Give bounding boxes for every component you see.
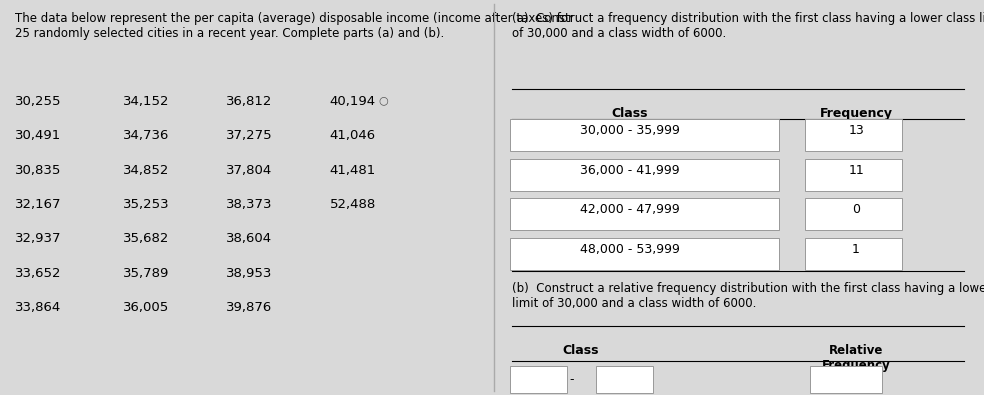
Text: 36,000 - 41,999: 36,000 - 41,999 [580,164,680,177]
Text: 35,789: 35,789 [123,267,169,280]
Text: 41,481: 41,481 [330,164,376,177]
Text: 30,255: 30,255 [15,95,61,108]
FancyBboxPatch shape [811,366,883,393]
Text: 13: 13 [848,124,864,137]
Text: Relative
Frequency: Relative Frequency [822,344,891,372]
Text: 30,000 - 35,999: 30,000 - 35,999 [580,124,680,137]
Text: ○: ○ [379,95,389,105]
Text: The data below represent the per capita (average) disposable income (income afte: The data below represent the per capita … [15,12,573,40]
Text: 38,953: 38,953 [226,267,273,280]
FancyBboxPatch shape [806,198,902,230]
Text: 11: 11 [848,164,864,177]
Text: 35,253: 35,253 [123,198,169,211]
Text: 36,005: 36,005 [123,301,169,314]
Text: 34,152: 34,152 [123,95,169,108]
Text: 30,491: 30,491 [15,129,61,142]
FancyBboxPatch shape [511,366,567,393]
FancyBboxPatch shape [511,119,779,151]
Text: 38,604: 38,604 [226,232,273,245]
Text: 33,864: 33,864 [15,301,61,314]
Text: -: - [570,373,575,386]
Text: 35,682: 35,682 [123,232,169,245]
Text: 34,852: 34,852 [123,164,169,177]
Text: 33,652: 33,652 [15,267,61,280]
Text: 0: 0 [852,203,860,216]
Text: 32,167: 32,167 [15,198,61,211]
Text: 34,736: 34,736 [123,129,169,142]
FancyBboxPatch shape [511,238,779,270]
Text: (b)  Construct a relative frequency distribution with the first class having a l: (b) Construct a relative frequency distr… [512,282,984,310]
FancyBboxPatch shape [511,159,779,191]
Text: 37,275: 37,275 [226,129,273,142]
Text: Class: Class [611,107,648,120]
Text: Frequency: Frequency [820,107,892,120]
Text: 32,937: 32,937 [15,232,61,245]
Text: Class: Class [562,344,599,357]
FancyBboxPatch shape [511,198,779,230]
Text: 36,812: 36,812 [226,95,273,108]
Text: 38,373: 38,373 [226,198,273,211]
FancyBboxPatch shape [596,366,653,393]
Text: 37,804: 37,804 [226,164,273,177]
Text: (a)  Construct a frequency distribution with the first class having a lower clas: (a) Construct a frequency distribution w… [512,12,984,40]
FancyBboxPatch shape [806,159,902,191]
Text: 41,046: 41,046 [330,129,376,142]
Text: 30,835: 30,835 [15,164,61,177]
Text: 40,194: 40,194 [330,95,376,108]
FancyBboxPatch shape [806,119,902,151]
Text: 52,488: 52,488 [330,198,376,211]
Text: 48,000 - 53,999: 48,000 - 53,999 [580,243,680,256]
Text: 39,876: 39,876 [226,301,273,314]
Text: 1: 1 [852,243,860,256]
Text: 42,000 - 47,999: 42,000 - 47,999 [580,203,680,216]
FancyBboxPatch shape [806,238,902,270]
